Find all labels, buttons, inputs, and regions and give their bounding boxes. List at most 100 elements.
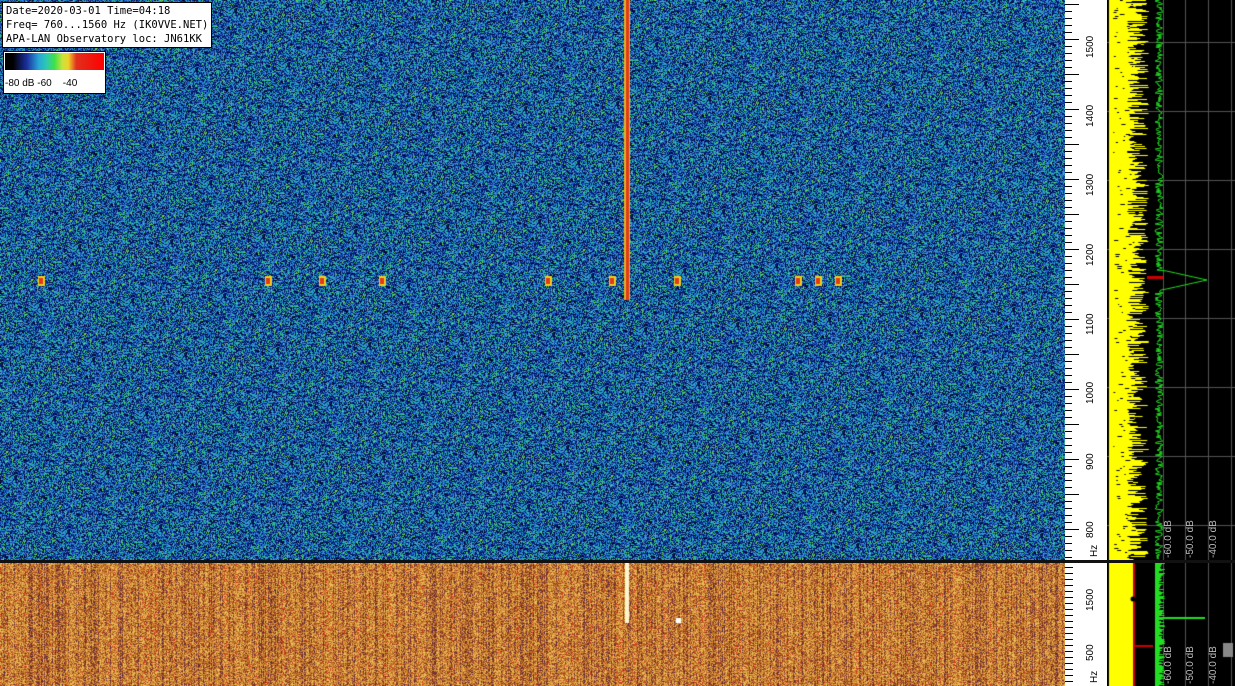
freq-tick	[1065, 585, 1073, 586]
freq-tick	[1065, 172, 1072, 173]
freq-tick	[1065, 473, 1072, 474]
freq-tick	[1065, 11, 1072, 12]
freq-tick	[1065, 200, 1072, 201]
freq-tick	[1065, 347, 1072, 348]
db-label-top-40: -40.0 dB	[1208, 520, 1219, 558]
freq-tick	[1065, 263, 1072, 264]
freq-tick	[1065, 651, 1073, 652]
freq-tick	[1065, 431, 1072, 432]
freq-tick	[1065, 557, 1072, 558]
freq-tick	[1065, 60, 1072, 61]
freq-tick	[1065, 501, 1072, 502]
freq-tick	[1065, 46, 1072, 47]
freq-tick	[1065, 494, 1079, 495]
freq-tick	[1065, 158, 1072, 159]
color-scale-labels: -80 dB -60 -40	[5, 78, 78, 89]
freq-tick	[1065, 639, 1073, 640]
freq-tick	[1065, 438, 1072, 439]
freq-tick	[1065, 543, 1072, 544]
freq-tick	[1065, 123, 1072, 124]
freq-tick	[1065, 326, 1072, 327]
freq-tick	[1065, 81, 1072, 82]
freq-tick	[1065, 67, 1072, 68]
freq-tick	[1065, 74, 1079, 75]
freq-tick	[1065, 675, 1073, 676]
freq-unit-bottom: Hz	[1089, 670, 1100, 683]
db-label-top-50: -50.0 dB	[1185, 520, 1196, 558]
freq-tick	[1065, 536, 1072, 537]
freq-tick	[1065, 298, 1072, 299]
freq-tick	[1065, 32, 1072, 33]
freq-tick	[1065, 529, 1079, 530]
freq-tick	[1065, 417, 1072, 418]
freq-tick	[1065, 249, 1079, 250]
freq-tick	[1065, 137, 1072, 138]
frequency-scale-bottom: 1500 500 Hz	[1065, 563, 1107, 686]
freq-tick	[1065, 657, 1073, 658]
freq-tick	[1065, 88, 1072, 89]
freq-tick	[1065, 305, 1072, 306]
freq-tick	[1065, 270, 1072, 271]
db-label-bottom-50: -50.0 dB	[1185, 646, 1196, 684]
freq-tick	[1065, 466, 1072, 467]
freq-tick	[1065, 410, 1072, 411]
freq-tick	[1065, 333, 1072, 334]
db-label-bottom-60: -60.0 dB	[1163, 646, 1174, 684]
color-scale-gradient	[5, 53, 104, 70]
freq-tick	[1065, 4, 1079, 5]
waterfall-top-canvas	[0, 0, 1065, 560]
freq-label-1100: 1100	[1085, 313, 1096, 335]
spectrum-panel-top: -60.0 dB -50.0 dB -40.0 dB	[1107, 0, 1235, 560]
freq-tick	[1065, 459, 1079, 460]
freq-tick	[1065, 284, 1079, 285]
db-label-bottom-40: -40.0 dB	[1208, 646, 1219, 684]
freq-tick	[1065, 221, 1072, 222]
freq-label-bottom-1500: 1500	[1085, 588, 1096, 611]
freq-tick	[1065, 39, 1079, 40]
spectrum-panel-bottom: -60.0 dB -50.0 dB -40.0 dB	[1107, 563, 1235, 686]
waterfall-top[interactable]: Date=2020-03-01 Time=04:18 Freq= 760...1…	[0, 0, 1065, 560]
freq-tick	[1065, 53, 1072, 54]
freq-tick	[1065, 207, 1072, 208]
freq-tick	[1065, 597, 1073, 598]
color-scale-legend: -80 dB -60 -40	[3, 51, 106, 94]
freq-tick	[1065, 603, 1073, 604]
freq-tick	[1065, 445, 1072, 446]
freq-label-800: 800	[1085, 521, 1096, 538]
freq-tick	[1065, 18, 1072, 19]
freq-tick	[1065, 389, 1079, 390]
freq-tick	[1065, 515, 1072, 516]
freq-tick	[1065, 579, 1073, 580]
freq-tick	[1065, 669, 1073, 670]
freq-tick	[1065, 151, 1072, 152]
freq-tick	[1065, 487, 1072, 488]
freq-tick	[1065, 382, 1072, 383]
freq-tick	[1065, 375, 1072, 376]
freq-tick	[1065, 424, 1079, 425]
freq-tick	[1065, 615, 1073, 616]
freq-tick	[1065, 277, 1072, 278]
freq-label-1500: 1500	[1085, 35, 1096, 58]
freq-tick	[1065, 403, 1072, 404]
freq-tick	[1065, 567, 1073, 568]
freq-tick	[1065, 214, 1079, 215]
waterfall-bottom[interactable]	[0, 563, 1065, 686]
freq-tick	[1065, 95, 1072, 96]
spectrum-bottom-canvas	[1107, 563, 1235, 686]
freq-tick	[1065, 179, 1079, 180]
freq-tick	[1065, 663, 1073, 664]
freq-tick	[1065, 144, 1079, 145]
freq-unit-top: Hz	[1089, 544, 1100, 557]
freq-tick	[1065, 396, 1072, 397]
pane-divider	[0, 560, 1235, 563]
info-frequency: Freq= 760...1560 Hz (IK0VVE.NET)	[6, 19, 209, 31]
freq-tick	[1065, 340, 1072, 341]
freq-tick	[1065, 609, 1073, 610]
info-box: Date=2020-03-01 Time=04:18 Freq= 760...1…	[2, 2, 213, 48]
info-date-time: Date=2020-03-01 Time=04:18	[6, 5, 171, 17]
freq-tick	[1065, 242, 1072, 243]
freq-tick	[1065, 186, 1072, 187]
freq-tick	[1065, 480, 1072, 481]
info-observatory: APA-LAN Observatory loc: JN61KK	[6, 33, 202, 45]
freq-tick	[1065, 645, 1073, 646]
